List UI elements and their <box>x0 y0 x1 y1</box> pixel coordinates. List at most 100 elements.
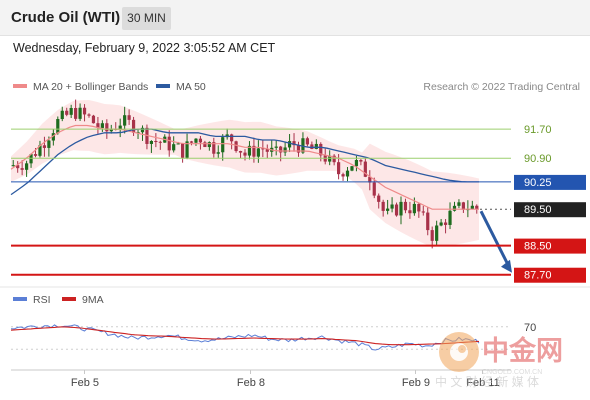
candle-body <box>16 165 20 169</box>
candle-body <box>287 141 292 148</box>
chart-header: Crude Oil (WTI) 30 MIN <box>0 0 590 36</box>
candle-body <box>457 202 461 206</box>
candle-body <box>51 133 55 141</box>
candle-body <box>47 140 51 148</box>
candle-body <box>408 210 412 214</box>
candle-body <box>234 141 238 152</box>
ma50-legend-swatch <box>156 84 170 88</box>
rsi-plot: 70 <box>10 322 536 351</box>
bollinger-band <box>11 100 479 247</box>
candle-body <box>100 123 104 128</box>
candle-body <box>301 138 305 153</box>
ma20-legend-swatch <box>13 84 27 88</box>
candle-body <box>109 128 113 132</box>
candle-body <box>350 166 354 171</box>
candle-body <box>426 212 430 231</box>
rsi-tick-label: 70 <box>524 322 536 334</box>
candle-body <box>435 225 439 241</box>
candle-body <box>118 125 122 130</box>
candle-body <box>87 114 91 116</box>
candle-body <box>377 195 381 202</box>
watermark-brand: 中金网 <box>482 335 563 366</box>
candle-body <box>33 154 38 156</box>
x-tick-label: Feb 11 <box>466 377 499 389</box>
rsi-ma9-line <box>10 326 480 346</box>
rsi-line <box>10 324 480 351</box>
watermark-url: CNGOLD.COM.CN <box>482 369 542 376</box>
candle-body <box>11 165 15 167</box>
candle-body <box>399 201 403 216</box>
candle-body <box>341 174 345 177</box>
projection-arrow-head <box>501 259 512 273</box>
candle-body <box>149 141 153 144</box>
candle-body <box>430 230 434 241</box>
candle-body <box>403 201 408 211</box>
candle-body <box>256 148 260 157</box>
candle-body <box>65 110 69 115</box>
candle-body <box>372 182 376 196</box>
candle-body <box>105 123 109 132</box>
level-label-87-70: 87.70 <box>524 270 552 282</box>
candle-body <box>394 204 399 216</box>
candle-body <box>96 123 100 128</box>
level-tag-90-25 <box>514 174 586 190</box>
candle-body <box>443 222 448 225</box>
ma20-legend-label: MA 20 + Bollinger Bands <box>33 81 148 93</box>
rsi-legend-swatch <box>13 297 27 301</box>
price-plot <box>10 99 512 273</box>
timeframe-badge[interactable]: 30 MIN <box>122 7 171 30</box>
level-label-90-25: 90.25 <box>524 177 552 189</box>
candle-body <box>158 141 162 143</box>
candle-body <box>131 119 136 133</box>
candle-body <box>283 147 287 153</box>
candle-body <box>194 138 198 143</box>
candle-body <box>252 145 256 157</box>
candle-body <box>421 211 425 213</box>
candle-body <box>461 202 465 210</box>
candle-body <box>216 152 220 154</box>
level-label-90-90: 90.90 <box>524 153 552 165</box>
candle-body <box>238 151 243 153</box>
timestamp: Wednesday, February 9, 2022 3:05:52 AM C… <box>13 41 276 55</box>
candle-body <box>452 205 457 211</box>
level-tag-88-50 <box>514 238 586 254</box>
candle-body <box>292 141 296 146</box>
candle-body <box>381 201 385 211</box>
ma50-legend-label: MA 50 <box>176 81 206 93</box>
candle-body <box>247 145 252 156</box>
candle-body <box>390 204 394 209</box>
candle-body <box>439 222 443 226</box>
candle-body <box>345 170 350 177</box>
candle-body <box>470 205 474 210</box>
x-tick-label: Feb 8 <box>237 377 265 389</box>
level-tag-87-70 <box>514 267 586 283</box>
candle-body <box>243 152 247 156</box>
watermark-subtitle: 中 文 财 经 新 媒 体 <box>435 374 539 389</box>
level-label-88-50: 88.50 <box>524 241 552 253</box>
candle-body <box>154 141 158 143</box>
cngold-watermark: 中金网 CNGOLD.COM.CN 中 文 财 经 新 媒 体 <box>435 332 563 389</box>
candle-body <box>212 142 216 154</box>
candle-body <box>417 203 421 212</box>
candle-body <box>337 162 341 175</box>
candle-body <box>140 127 145 133</box>
level-label-91-70: 91.70 <box>524 124 552 136</box>
candle-body <box>69 108 73 115</box>
x-tick-label: Feb 5 <box>71 377 99 389</box>
ma50-line <box>10 128 479 196</box>
candle-body <box>181 143 185 158</box>
candle-body <box>189 141 194 143</box>
candle-body <box>82 107 87 115</box>
projection-arrow-shaft <box>479 210 511 268</box>
candle-body <box>25 163 29 170</box>
candle-body <box>475 205 479 210</box>
candle-body <box>319 143 323 156</box>
candle-body <box>296 145 301 153</box>
candle-body <box>185 141 189 158</box>
level-lines: 91.70 90.90 90.25 89.50 88.50 87.70 <box>11 124 586 283</box>
candle-body <box>74 108 78 119</box>
candle-body <box>207 142 211 148</box>
ma20-line <box>10 124 479 210</box>
candle-body <box>221 137 225 153</box>
